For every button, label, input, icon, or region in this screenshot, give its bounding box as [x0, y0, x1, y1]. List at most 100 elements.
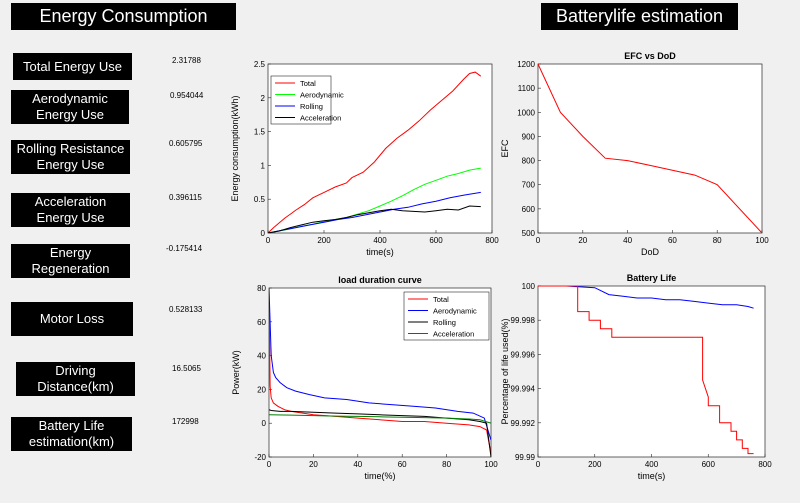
ldc-xtick-label: 40 [353, 460, 362, 469]
efc-xtick-label: 60 [668, 236, 677, 245]
total-energy-use-value: 2.31788 [172, 56, 201, 65]
efc-ytick-label: 800 [522, 157, 536, 166]
energy-series-rolling [268, 191, 481, 233]
aerodynamic-energy-use-value: 0.954044 [170, 91, 204, 100]
life-series-1 [538, 286, 754, 455]
total-energy-use-label: Total Energy Use [13, 53, 132, 80]
energy-ytick-label: 2 [261, 94, 266, 103]
efc-ytick-label: 700 [522, 181, 536, 190]
ldc-series-aerodynamic [269, 288, 491, 441]
batterylife-estimation-header: Batterylife estimation [541, 3, 738, 30]
acceleration-energy-use-value: 0.396115 [169, 193, 202, 202]
life-xtick-label: 600 [702, 460, 716, 469]
life-series-0 [538, 286, 754, 309]
energy-series-acceleration [268, 205, 481, 233]
life-title: Battery Life [627, 273, 677, 283]
life-xtick-label: 200 [588, 460, 602, 469]
life-ytick-label: 99.994 [511, 385, 536, 394]
efc-ytick-label: 1000 [517, 108, 535, 117]
energy-ytick-label: 0.5 [254, 195, 266, 204]
ldc-ytick-label: -20 [254, 453, 266, 462]
acceleration-energy-use-label: Acceleration Energy Use [11, 193, 130, 227]
life-xtick-label: 0 [536, 460, 541, 469]
efc-ytick-label: 900 [522, 132, 536, 141]
ldc-legend-label-aerodynamic: Aerodynamic [433, 307, 477, 316]
ldc-series-rolling [269, 409, 491, 457]
efc-xtick-label: 80 [713, 236, 722, 245]
energy-ytick-label: 1.5 [254, 128, 266, 137]
life-ytick-label: 99.998 [511, 316, 536, 325]
battery-life-estimation-value: 172998 [172, 417, 199, 426]
efc-ytick-label: 600 [522, 205, 536, 214]
ldc-xtick-label: 60 [398, 460, 407, 469]
energy-ytick-label: 1 [261, 161, 266, 170]
rolling-resistance-energy-use-label: Rolling Resistance Energy Use [11, 140, 130, 174]
aerodynamic-energy-use-label: Aerodynamic Energy Use [11, 90, 129, 124]
life-ytick-label: 99.992 [511, 419, 536, 428]
energy-ytick-label: 2.5 [254, 60, 266, 69]
energy-ytick-label: 0 [261, 229, 266, 238]
ldc-ytick-label: 80 [257, 284, 266, 293]
ldc-legend-label-rolling: Rolling [433, 318, 456, 327]
energy-legend-label-aerodynamic: Aerodynamic [300, 91, 344, 100]
efc-series-0 [538, 64, 762, 233]
energy-legend-label-rolling: Rolling [300, 102, 323, 111]
energy-consumption-header: Energy Consumption [11, 3, 236, 30]
efc-ytick-label: 1200 [517, 60, 535, 69]
ldc-xlabel: time(%) [365, 471, 396, 481]
motor-loss-value: 0.528133 [169, 305, 203, 314]
ldc-ytick-label: 60 [257, 318, 266, 327]
ldc-legend-label-acceleration: Acceleration [433, 330, 474, 339]
driving-distance-value: 16.5065 [172, 364, 201, 373]
energy-regeneration-value: -0.175414 [166, 244, 203, 253]
life-axes [537, 285, 766, 458]
ldc-ylabel: Power(kW) [231, 350, 241, 395]
energy-series-total [268, 71, 482, 233]
life-xlabel: time(s) [638, 471, 666, 481]
efc-ylabel: EFC [500, 139, 510, 158]
ldc-xtick-label: 0 [267, 460, 272, 469]
energy-xlabel: time(s) [366, 247, 394, 257]
ldc-ytick-label: 40 [257, 352, 266, 361]
life-ytick-label: 99.99 [515, 453, 536, 462]
energy-legend-label-acceleration: Acceleration [300, 114, 341, 123]
rolling-resistance-energy-use-value: 0.605795 [169, 139, 203, 148]
efc-xtick-label: 100 [755, 236, 769, 245]
energy-ylabel: Energy consumption(kWh) [230, 95, 240, 201]
ldc-series-acceleration [269, 414, 491, 424]
energy-xtick-label: 0 [266, 236, 271, 245]
ldc-xtick-label: 20 [309, 460, 318, 469]
energy-xtick-label: 800 [485, 236, 499, 245]
motor-loss-label: Motor Loss [11, 302, 133, 336]
efc-ytick-label: 500 [522, 229, 536, 238]
life-ytick-label: 100 [522, 282, 536, 291]
energy-regeneration-label: Energy Regeneration [11, 244, 130, 278]
energy-xtick-label: 400 [373, 236, 387, 245]
energy-legend [270, 75, 332, 125]
efc-axes [537, 63, 763, 234]
life-xtick-label: 800 [758, 460, 772, 469]
efc-xlabel: DoD [641, 247, 660, 257]
ldc-title: load duration curve [338, 275, 422, 285]
battery-life-estimation-label: Battery Life estimation(km) [11, 417, 132, 451]
efc-xtick-label: 0 [536, 236, 541, 245]
ldc-legend [403, 291, 490, 341]
efc-title: EFC vs DoD [624, 51, 676, 61]
ldc-legend-label-total: Total [433, 295, 449, 304]
ldc-xtick-label: 80 [442, 460, 451, 469]
life-ytick-label: 99.996 [511, 350, 536, 359]
efc-xtick-label: 40 [623, 236, 632, 245]
ldc-ytick-label: 20 [257, 385, 266, 394]
driving-distance-label: Driving Distance(km) [16, 362, 135, 396]
ldc-ytick-label: 0 [262, 419, 267, 428]
ldc-xtick-label: 100 [484, 460, 498, 469]
efc-xtick-label: 20 [578, 236, 587, 245]
ldc-series-total [269, 288, 491, 454]
life-xtick-label: 400 [645, 460, 659, 469]
energy-xtick-label: 600 [429, 236, 443, 245]
life-ylabel: Percentage of life used(%) [500, 318, 510, 424]
energy-legend-label-total: Total [300, 79, 316, 88]
energy-xtick-label: 200 [317, 236, 331, 245]
efc-ytick-label: 1100 [518, 84, 536, 93]
